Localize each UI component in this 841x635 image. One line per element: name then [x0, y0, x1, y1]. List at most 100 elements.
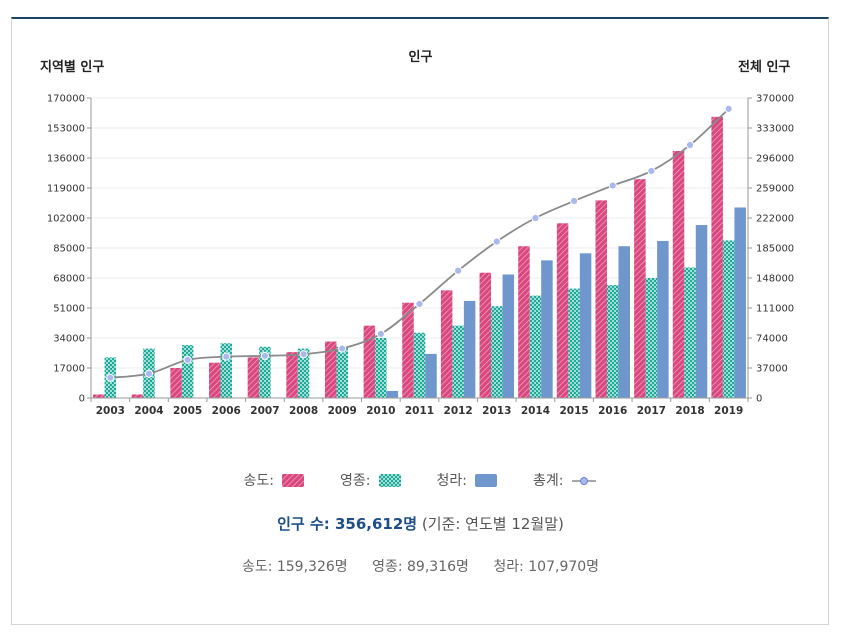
x-tick-label: 2017 — [637, 405, 666, 417]
left-tick-label: 119000 — [47, 184, 85, 195]
right-tick-label: 222000 — [756, 214, 794, 225]
left-tick-label: 68000 — [53, 274, 85, 285]
yeongjong-bar — [181, 345, 194, 398]
total-point — [338, 344, 347, 353]
yeongjong-bar — [452, 325, 464, 398]
songdo-bar — [324, 341, 337, 398]
x-tick-label: 2010 — [366, 405, 395, 417]
x-tick-label: 2019 — [714, 405, 743, 417]
songdo-bar — [672, 150, 685, 398]
cheongna-bar — [502, 274, 515, 398]
right-tick-label: 37000 — [756, 364, 788, 375]
total-point — [260, 351, 270, 360]
left-tick-label: 34000 — [53, 334, 85, 345]
left-tick-label: 0 — [79, 394, 85, 405]
x-tick-label: 2016 — [598, 405, 627, 417]
legend-label-total: 총계: — [532, 473, 564, 489]
total-point — [531, 213, 540, 223]
total-point — [376, 329, 385, 339]
legend-label-songdo: 송도: — [243, 473, 275, 489]
left-tick-label: 17000 — [53, 364, 85, 375]
x-tick-label: 2003 — [96, 405, 125, 417]
population-chart: 0 0 17000 37000 34000 74000 51000 111000 68000 14… — [47, 94, 794, 418]
chart-panel — [11, 17, 829, 625]
songdo-bar — [518, 246, 530, 398]
chart-title: 인구 — [408, 50, 433, 65]
yeongjong-bar — [297, 348, 310, 398]
chart-legend: 송도: 영종: 청라: 총계: — [0, 470, 841, 490]
breakdown-cheongna: 청라: 107,970명 — [493, 559, 600, 575]
right-tick-label: 111000 — [756, 304, 794, 315]
right-tick-label: 185000 — [756, 244, 794, 255]
legend-label-yeongjong: 영종: — [340, 473, 371, 489]
songdo-bar — [556, 223, 569, 398]
left-tick-label: 102000 — [47, 214, 85, 225]
x-tick-label: 2005 — [173, 405, 202, 417]
songdo-bar — [93, 394, 105, 398]
x-tick-label: 2014 — [521, 405, 550, 417]
cheongna-bar — [425, 353, 437, 398]
left-axis-title: 지역별 인구 — [40, 60, 105, 75]
songdo-bar — [479, 272, 492, 398]
legend-item-cheongna[interactable]: 청라: — [437, 470, 497, 490]
right-tick-label: 333000 — [756, 124, 794, 135]
legend-item-yeongjong[interactable]: 영종: — [340, 470, 401, 490]
songdo-bar — [247, 357, 260, 398]
population-total-label: 인구 수: 356,612명 — [277, 515, 418, 533]
cheongna-bar — [579, 253, 592, 398]
songdo-bar — [595, 200, 607, 398]
yeongjong-bar — [722, 240, 735, 398]
total-point — [724, 104, 733, 113]
total-point — [299, 350, 308, 359]
yeongjong-bar — [336, 346, 348, 398]
x-tick-label: 2006 — [212, 405, 241, 417]
x-tick-label: 2007 — [250, 405, 279, 417]
yeongjong-bar — [259, 346, 271, 398]
total-point — [106, 373, 115, 382]
x-tick-label: 2008 — [289, 405, 318, 417]
cheongna-bar — [386, 390, 399, 398]
cheongna-bar — [463, 300, 476, 398]
x-tick-label: 2004 — [134, 405, 163, 417]
yeongjong-bar — [606, 285, 619, 398]
legend-item-total[interactable]: 총계: — [533, 470, 597, 490]
yeongjong-swatch-icon — [378, 473, 401, 487]
yeongjong-bar — [491, 306, 503, 398]
yeongjong-bar — [568, 288, 580, 398]
songdo-bar — [402, 302, 414, 398]
right-tick-label: 296000 — [756, 154, 794, 165]
legend-item-songdo[interactable]: 송도: — [243, 470, 305, 490]
right-axis-title: 전체 인구 — [738, 60, 791, 75]
songdo-swatch-icon — [282, 473, 305, 487]
left-tick-label: 51000 — [53, 304, 85, 315]
cheongna-bar — [734, 207, 746, 398]
total-point — [647, 166, 656, 176]
breakdown-songdo: 송도: 159,326명 — [241, 559, 348, 575]
left-tick-label: 136000 — [47, 154, 85, 165]
total-point — [415, 299, 424, 309]
x-tick-label: 2011 — [405, 405, 434, 417]
songdo-bar — [209, 362, 221, 398]
x-tick-label: 2012 — [444, 405, 473, 417]
right-tick-label: 0 — [756, 394, 762, 405]
legend-label-cheongna: 청라: — [436, 473, 467, 489]
total-point — [454, 266, 463, 275]
left-tick-label: 170000 — [47, 94, 85, 105]
population-summary: 인구 수: 356,612명 (기준: 연도별 12월말) — [0, 513, 841, 534]
right-tick-label: 74000 — [756, 334, 788, 345]
total-point — [685, 140, 695, 150]
total-point — [144, 369, 154, 378]
population-breakdown: 송도: 159,326명 영종: 89,316명 청라: 107,970명 — [0, 556, 841, 576]
cheongna-bar — [695, 225, 708, 398]
right-tick-label: 148000 — [756, 274, 794, 285]
right-tick-label: 370000 — [756, 94, 794, 105]
total-point — [608, 181, 617, 190]
songdo-bar — [363, 325, 376, 398]
cheongna-bar — [541, 260, 553, 398]
line-marker-swatch-icon — [572, 476, 597, 485]
yeongjong-bar — [529, 295, 542, 398]
songdo-bar — [440, 290, 453, 398]
yeongjong-bar — [645, 278, 658, 398]
songdo-bar — [131, 394, 144, 398]
right-tick-label: 259000 — [756, 184, 794, 195]
